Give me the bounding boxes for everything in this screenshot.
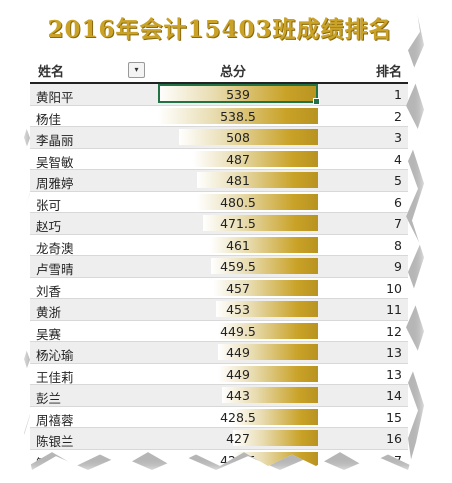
table-row[interactable]: 吴智敏 487 4 bbox=[30, 149, 408, 170]
rank-cell[interactable]: 13 bbox=[386, 366, 402, 382]
student-name-cell[interactable]: 吴智敏 bbox=[36, 154, 74, 170]
score-cell[interactable]: 449 bbox=[226, 345, 250, 360]
student-name-cell[interactable]: 张可 bbox=[36, 197, 62, 213]
selected-cell-outline bbox=[158, 84, 320, 105]
rank-cell[interactable]: 11 bbox=[386, 302, 402, 317]
student-name-cell[interactable]: 龙奇澳 bbox=[36, 240, 74, 256]
score-cell[interactable]: 539 bbox=[226, 87, 250, 102]
page-title: 2016年会计15403班成绩排名 bbox=[47, 16, 393, 43]
table-row[interactable]: 龙奇澳 461 8 bbox=[30, 235, 408, 256]
table-row[interactable]: 赵巧 471.5 7 bbox=[30, 213, 408, 235]
score-cell[interactable]: 428.5 bbox=[220, 409, 256, 425]
rank-cell[interactable]: 12 bbox=[386, 323, 402, 339]
table-row[interactable]: 杨沁瑜 449 13 bbox=[30, 342, 408, 364]
score-cell[interactable]: 480.5 bbox=[220, 194, 256, 210]
rank-cell[interactable]: 9 bbox=[394, 259, 402, 274]
student-name-cell[interactable]: 陈银兰 bbox=[36, 434, 74, 449]
rank-cell[interactable]: 10 bbox=[386, 280, 402, 296]
score-data-bar bbox=[210, 236, 318, 253]
student-name-cell[interactable]: 黄浙 bbox=[36, 305, 62, 320]
table-row[interactable]: 李晶丽 508 3 bbox=[30, 127, 408, 149]
table-row[interactable]: 陈银兰 427 16 bbox=[30, 428, 408, 450]
score-data-bar bbox=[212, 279, 318, 296]
column-header-name[interactable]: 姓名 bbox=[38, 65, 65, 80]
rank-cell[interactable]: 8 bbox=[394, 237, 402, 253]
student-name-cell[interactable]: 吴赛 bbox=[36, 326, 62, 342]
rank-cell[interactable]: 6 bbox=[394, 194, 402, 210]
score-data-bar bbox=[218, 365, 318, 382]
table-row[interactable]: 彭兰 443 14 bbox=[30, 385, 408, 407]
table-body: 黄阳平 539 1 杨佳 538.5 2 李晶丽 508 3 吴智敏 487 4 周雅婷 481 5 张可 48… bbox=[30, 84, 408, 466]
student-name-cell[interactable]: 周雅婷 bbox=[36, 176, 74, 191]
rank-cell[interactable]: 5 bbox=[394, 173, 402, 188]
score-data-bar bbox=[197, 193, 318, 210]
score-cell[interactable]: 459.5 bbox=[220, 259, 256, 274]
score-data-bar bbox=[232, 430, 318, 446]
rank-cell[interactable]: 16 bbox=[386, 431, 402, 446]
score-data-bar bbox=[211, 258, 318, 274]
table-row[interactable]: 黄阳平 539 1 bbox=[30, 84, 408, 106]
score-cell[interactable]: 457 bbox=[226, 280, 250, 296]
student-name-cell[interactable]: 周禧蓉 bbox=[36, 412, 74, 428]
score-data-bar bbox=[196, 172, 318, 188]
student-name-cell[interactable]: 彭兰 bbox=[36, 391, 62, 406]
rank-cell[interactable]: 4 bbox=[394, 151, 402, 167]
column-header-score[interactable]: 总分 bbox=[220, 65, 247, 80]
score-data-bar bbox=[158, 86, 318, 102]
score-cell[interactable]: 481 bbox=[226, 173, 250, 188]
table-row[interactable]: 张可 480.5 6 bbox=[30, 192, 408, 213]
score-cell[interactable]: 449 bbox=[226, 366, 250, 382]
rank-cell[interactable]: 15 bbox=[386, 409, 402, 425]
score-data-bar bbox=[215, 301, 318, 317]
score-cell[interactable]: 443 bbox=[226, 388, 250, 403]
rank-cell[interactable]: 13 bbox=[386, 345, 402, 360]
student-name-cell[interactable]: 刘香 bbox=[36, 283, 62, 299]
spreadsheet-sheet: 2016年会计15403班成绩排名 姓名 ▾ 总分 排名 黄阳平 539 1 杨佳 53… bbox=[20, 4, 420, 466]
student-name-cell[interactable]: 李晶丽 bbox=[36, 133, 74, 148]
table-row[interactable]: 刘香 457 10 bbox=[30, 278, 408, 299]
rank-cell[interactable]: 14 bbox=[386, 388, 402, 403]
score-data-bar bbox=[192, 150, 318, 167]
score-data-bar bbox=[222, 387, 318, 403]
score-cell[interactable]: 449.5 bbox=[220, 323, 256, 339]
student-name-cell[interactable]: 赵巧 bbox=[36, 219, 62, 234]
table-row[interactable]: 黄浙 453 11 bbox=[30, 299, 408, 321]
score-cell[interactable]: 427 bbox=[226, 431, 250, 446]
score-data-bar bbox=[217, 322, 318, 339]
score-cell[interactable]: 538.5 bbox=[220, 108, 256, 124]
table-header: 姓名 ▾ 总分 排名 bbox=[30, 54, 408, 84]
score-data-bar bbox=[231, 408, 318, 425]
column-header-rank[interactable]: 排名 bbox=[375, 65, 402, 80]
student-name-cell[interactable]: 黄阳平 bbox=[36, 90, 74, 105]
filter-sort-icon[interactable]: ▾ bbox=[128, 62, 145, 78]
table-row[interactable]: 杨佳 538.5 2 bbox=[30, 106, 408, 127]
table-row[interactable]: 王佳莉 449 13 bbox=[30, 364, 408, 385]
student-name-cell[interactable]: 卢雪晴 bbox=[36, 262, 74, 277]
score-cell[interactable]: 453 bbox=[226, 302, 250, 317]
table-row[interactable]: 周禧蓉 428.5 15 bbox=[30, 407, 408, 428]
student-name-cell[interactable]: 杨沁瑜 bbox=[36, 348, 74, 363]
score-data-bar bbox=[218, 344, 318, 360]
table-row[interactable]: 卢雪晴 459.5 9 bbox=[30, 256, 408, 278]
rank-cell[interactable]: 7 bbox=[394, 216, 402, 231]
score-cell[interactable]: 471.5 bbox=[220, 216, 256, 231]
score-data-bar bbox=[178, 129, 318, 145]
score-cell[interactable]: 461 bbox=[226, 237, 250, 253]
rank-cell[interactable]: 3 bbox=[394, 130, 402, 145]
score-cell[interactable]: 487 bbox=[226, 151, 250, 167]
student-name-cell[interactable]: 杨佳 bbox=[36, 111, 62, 127]
score-data-bar bbox=[158, 107, 318, 124]
score-data-bar bbox=[203, 215, 318, 231]
rank-cell[interactable]: 2 bbox=[394, 108, 402, 124]
table-row[interactable]: 吴赛 449.5 12 bbox=[30, 321, 408, 342]
student-name-cell[interactable]: 王佳莉 bbox=[36, 369, 74, 385]
table-row[interactable]: 周雅婷 481 5 bbox=[30, 170, 408, 192]
score-cell[interactable]: 508 bbox=[226, 130, 250, 145]
rank-cell[interactable]: 1 bbox=[394, 87, 402, 102]
